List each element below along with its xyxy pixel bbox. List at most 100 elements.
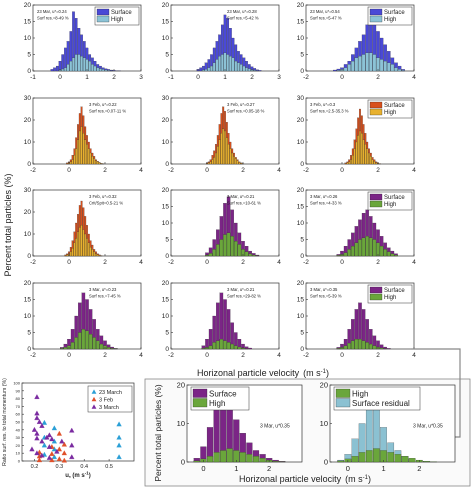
y-tick-label: 20	[162, 2, 170, 9]
high-bar	[226, 448, 233, 463]
scatter-point	[61, 457, 67, 463]
y-tick-label: 20	[16, 443, 21, 448]
high-bar	[85, 330, 89, 350]
y-tick-label: 15	[162, 19, 170, 26]
high-bar	[373, 161, 376, 165]
high-bar	[88, 334, 93, 350]
high-bar	[379, 246, 384, 257]
ratio-xlabel-units: (m s	[71, 473, 86, 479]
high-bar	[81, 329, 86, 350]
high-bar	[394, 254, 398, 257]
high-bar	[343, 345, 348, 350]
y-tick-label: 0	[27, 253, 31, 260]
legend-label: Surface	[384, 288, 405, 294]
y-tick-label: 10	[177, 419, 185, 428]
legend-label: High	[352, 390, 368, 399]
high-bar	[64, 67, 67, 72]
x-tick-label: 2	[241, 167, 245, 174]
high-bar	[208, 345, 213, 350]
high-bar	[227, 144, 230, 165]
high-bar	[229, 148, 232, 165]
high-bar	[379, 59, 384, 72]
scatter-point	[34, 450, 40, 456]
high-bar	[216, 340, 220, 350]
y-tick-label: 0	[18, 459, 21, 464]
legend-label: Surface	[384, 195, 405, 201]
high-bar	[372, 345, 377, 350]
high-bar	[336, 70, 341, 72]
high-bar	[245, 67, 248, 72]
y-tick-label: 10	[162, 139, 170, 146]
panel-annotation: 3 Mar, u*0.35	[413, 423, 443, 429]
scatter-point	[56, 456, 62, 461]
high-bar	[246, 454, 253, 463]
legend-marker	[91, 396, 97, 402]
legend-box	[333, 386, 421, 411]
legend-swatch	[369, 101, 383, 109]
ratio-scatter: 0.2 0.3 0.4 0.5 0 10 20 30 40 50 60 70 80 90 100 23 Mar…	[2, 378, 135, 480]
high-bar	[82, 229, 85, 257]
x-tick-label: 2	[241, 352, 245, 359]
high-bar	[229, 56, 232, 72]
high-bar	[401, 456, 409, 463]
legend-swatch	[96, 8, 110, 16]
high-bar	[99, 343, 104, 350]
y-tick-label: 0	[300, 68, 304, 75]
x-tick-label: -1	[30, 74, 36, 81]
y-tick-label: 0	[300, 253, 304, 260]
x-tick-label: 2	[376, 259, 380, 266]
high-bar	[253, 70, 257, 72]
legend-swatch	[335, 398, 351, 408]
scatter-point	[61, 450, 67, 456]
panel-annotation: 3 Feb, u*=0.32	[89, 194, 117, 199]
high-bar	[77, 231, 79, 257]
surface-bar	[333, 69, 337, 72]
high-bar	[69, 60, 73, 72]
high-bar	[216, 244, 220, 257]
scatter-point	[41, 442, 48, 448]
legend-swatch	[369, 200, 383, 208]
surface-bar	[55, 65, 59, 72]
high-bar	[212, 62, 216, 72]
high-bar	[70, 342, 75, 350]
y-tick-label: 20	[24, 117, 32, 124]
surface-bar	[64, 47, 67, 72]
legend-label: High	[384, 110, 396, 116]
high-bar	[354, 242, 359, 257]
high-bar	[206, 456, 214, 463]
scatter-point	[34, 435, 40, 441]
y-tick-label: 5	[165, 330, 169, 337]
ratio-xlabel-close: )	[89, 473, 91, 479]
y-tick-label: 10	[24, 139, 32, 146]
panel-annotation: Surf res.=5-39 %	[310, 294, 342, 299]
high-bar	[77, 54, 81, 72]
x-tick-label: 3	[139, 74, 143, 81]
high-bar	[74, 54, 78, 72]
scatter-point	[46, 432, 53, 438]
scatter-point	[44, 434, 50, 440]
high-bar	[355, 141, 358, 165]
surface-bar	[387, 348, 391, 350]
high-bar	[91, 64, 94, 72]
y-tick-label: 15	[162, 297, 170, 304]
x-tick-label: -2	[30, 167, 36, 174]
high-bar	[71, 248, 74, 257]
high-bar	[98, 162, 101, 165]
high-bar	[80, 225, 83, 257]
x-tick-label: 0	[346, 464, 350, 473]
high-bar	[78, 332, 82, 350]
legend-label: Surface	[111, 10, 132, 16]
panel-annotation: 3 Feb, u*=0.22	[89, 102, 117, 107]
high-bar	[351, 60, 355, 72]
x-tick-label: 0	[58, 74, 62, 81]
legend-label: 23 March	[99, 390, 122, 396]
y-tick-label: 15	[297, 204, 305, 211]
legend-label: Surface	[209, 390, 237, 399]
high-bar	[369, 343, 373, 350]
high-bar	[372, 239, 377, 257]
high-bar	[390, 64, 395, 72]
high-bar	[387, 452, 395, 463]
y-tick-label: 0	[27, 346, 31, 353]
